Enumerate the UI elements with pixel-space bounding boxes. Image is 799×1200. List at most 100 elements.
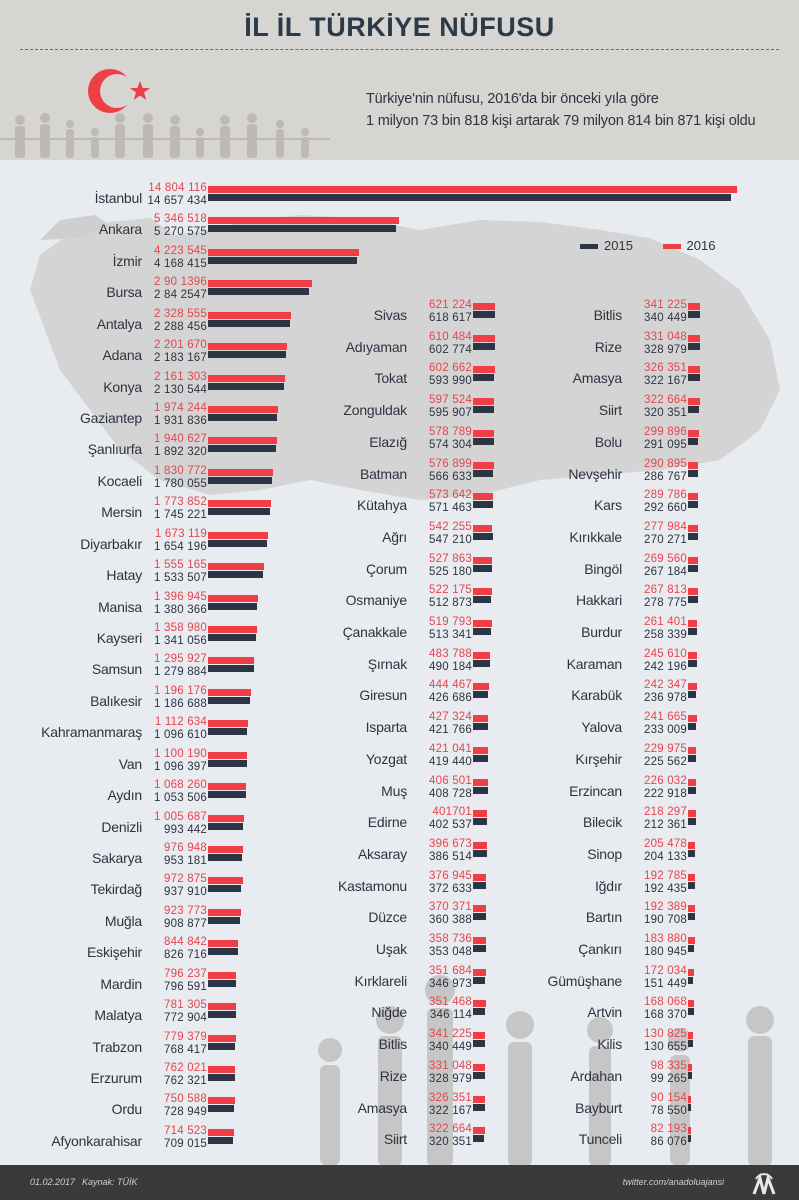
province-name: Kars (594, 497, 622, 514)
value-label-2015: 1 186 688 (154, 697, 207, 710)
value-label-2015: 547 210 (429, 533, 472, 546)
bar-2015 (208, 854, 243, 862)
province-row: Manisa 1 396 945 1 380 366 (0, 591, 258, 623)
province-name: Ağrı (382, 528, 407, 545)
province-name: Kastamonu (337, 877, 407, 894)
value-label-2015: 151 449 (644, 977, 687, 990)
bar-2016 (473, 1127, 485, 1135)
value-label-2015: 86 076 (650, 1136, 687, 1149)
value-label-2016: 1 295 927 (154, 653, 207, 666)
bar-2016 (688, 1000, 694, 1008)
bar-2016 (208, 877, 243, 885)
value-label-2016: 183 880 (644, 933, 687, 945)
bar-2015 (473, 374, 495, 382)
bar-2016 (208, 531, 268, 539)
value-label-2016: 522 175 (429, 584, 472, 597)
value-label-2015: 772 904 (164, 1012, 207, 1025)
bar-2016 (688, 1127, 691, 1135)
value-label-2015: 728 949 (164, 1106, 207, 1119)
value-label-2015: 292 660 (644, 502, 687, 515)
bar-2015 (473, 913, 486, 921)
bar-2015 (473, 469, 494, 477)
province-name: Denizli (101, 818, 142, 835)
value-label-2016: 610 484 (429, 330, 472, 343)
province-name: Kahramanmaraş (41, 724, 142, 741)
province-name: Edirne (367, 814, 407, 831)
province-name: Muğla (104, 912, 142, 929)
province-row: Kahramanmaraş 1 112 634 1 096 610 (0, 716, 248, 748)
divider (20, 49, 779, 50)
bar-2016 (473, 334, 495, 342)
value-label-2015: 593 990 (429, 375, 472, 388)
bar-2016 (208, 280, 312, 288)
footer-date: 01.02.2017 (30, 1177, 76, 1187)
province-row: Bolu 299 896 291 095 (0, 426, 699, 458)
province-row: Zonguldak 597 524 595 907 (0, 394, 495, 426)
bar-2015 (688, 1103, 691, 1111)
value-label-2015: 1 380 366 (154, 603, 207, 616)
province-name: Iğdır (594, 877, 622, 894)
bar-2016 (208, 688, 251, 696)
value-label-2015: 78 550 (650, 1104, 687, 1117)
province-name: Sivas (373, 307, 407, 323)
value-label-2015: 513 341 (429, 629, 472, 641)
bar-2015 (473, 564, 492, 572)
bar-2015 (688, 849, 696, 857)
bar-2015 (208, 634, 256, 642)
bar-2016 (473, 683, 489, 691)
province-row: Çankırı 183 880 180 945 (0, 933, 695, 965)
bar-2016 (688, 715, 697, 723)
bar-2015 (473, 1103, 485, 1111)
bar-2016 (473, 1032, 486, 1040)
footer: 01.02.2017 Kaynak: TÜİK twitter.com/anad… (0, 1165, 799, 1200)
province-name: Artvin (587, 1004, 622, 1021)
province-row: Gümüşhane 172 034 151 449 (0, 965, 695, 997)
value-label-2016: 82 193 (650, 1123, 687, 1136)
province-name: Burdur (581, 624, 622, 640)
legend-label-2016: 2016 (686, 238, 716, 253)
value-label-2016: 519 793 (429, 616, 472, 628)
people-silhouettes-icon (0, 113, 330, 158)
province-row: Bilecik 218 297 212 361 (0, 806, 696, 838)
bar-2016 (208, 500, 272, 508)
province-name: Nevşehir (568, 465, 622, 482)
province-name: Trabzon (92, 1038, 143, 1055)
value-label-2016: 130 825 (644, 1028, 687, 1041)
bar-2016 (688, 398, 700, 406)
value-label-2016: 1 773 852 (154, 496, 207, 509)
province-row: Aksaray 396 673 386 514 (0, 838, 488, 870)
bar-2015 (208, 1105, 235, 1113)
province-row: Mardin 796 237 796 591 (0, 968, 237, 1000)
bar-2015 (473, 437, 494, 445)
province-row: Kars 289 786 292 660 (0, 489, 699, 521)
province-row: Bingöl 269 560 267 184 (0, 553, 698, 585)
value-label-2015: 328 979 (429, 1072, 472, 1085)
value-label-2015: 1 096 610 (154, 729, 207, 742)
bar-2015 (473, 406, 495, 414)
bar-2016 (688, 873, 695, 881)
bar-2015 (208, 351, 286, 359)
province-name: Diyarbakır (80, 535, 142, 552)
value-label-2016: 1 673 119 (154, 527, 207, 540)
province-row: Elazığ 578 789 574 304 (0, 426, 494, 458)
bar-2015 (473, 659, 491, 667)
value-label-2015: 2 84 2547 (154, 289, 207, 302)
value-label-2016: 576 899 (429, 457, 472, 470)
bar-2016 (473, 461, 494, 469)
value-label-2015: 574 304 (429, 438, 472, 451)
value-label-2016: 527 863 (429, 552, 472, 565)
province-name: Bitlis (593, 307, 623, 323)
bar-2016 (688, 334, 700, 342)
value-label-2016: 1 005 687 (154, 810, 207, 823)
bar-2016 (688, 1032, 693, 1040)
footer-twitter-link[interactable]: twitter.com/anadoluajansi (622, 1177, 724, 1187)
province-name: Aksaray (357, 845, 407, 862)
value-label-2015: 618 617 (429, 312, 472, 324)
value-label-2015: 320 351 (644, 407, 687, 420)
province-name: Karabük (571, 687, 622, 704)
bar-2016 (208, 1066, 236, 1074)
province-row: Sakarya 976 948 953 181 (0, 842, 243, 874)
bar-2016 (208, 311, 292, 319)
province-name: Karaman (566, 655, 623, 672)
bar-2016 (473, 588, 492, 596)
